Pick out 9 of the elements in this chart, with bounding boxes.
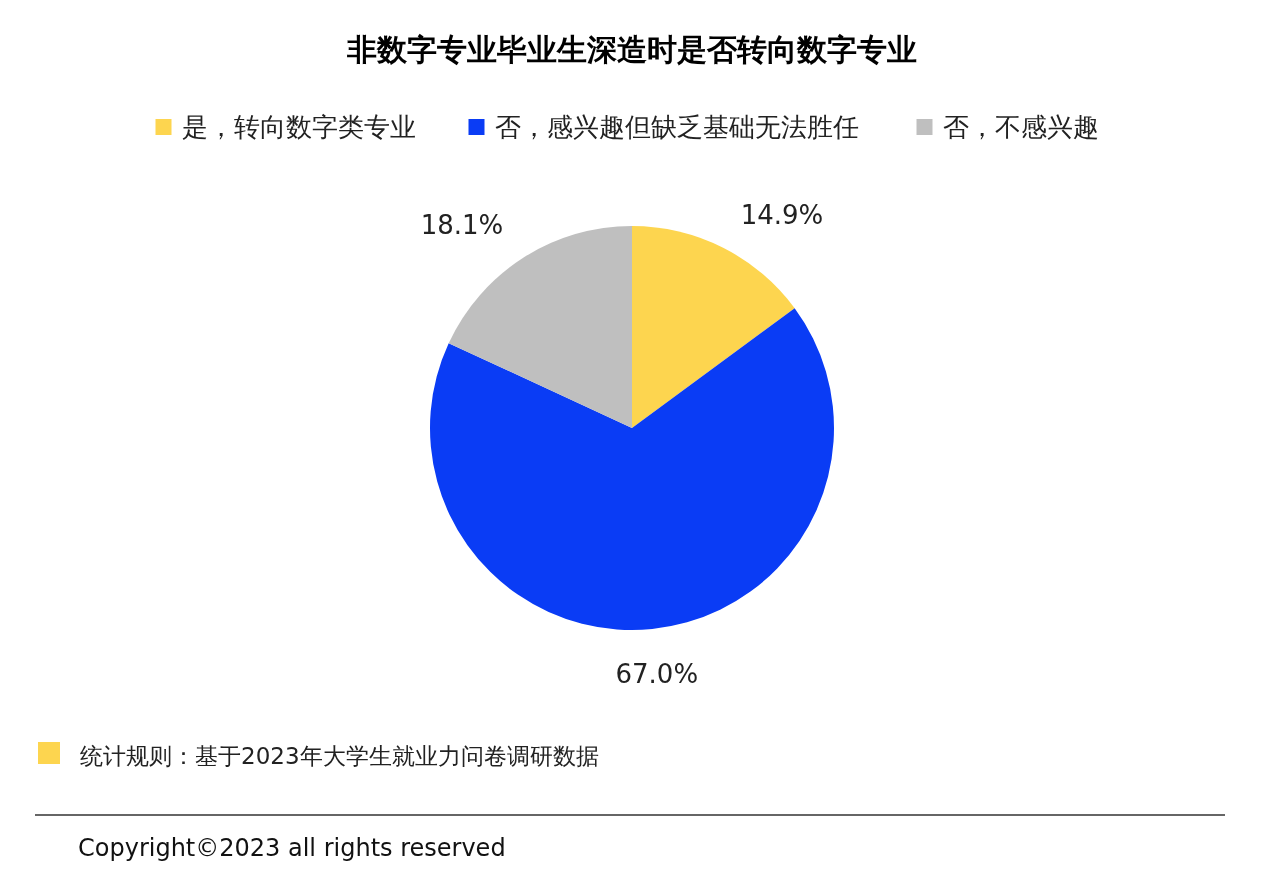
text: Copyright©2023 all rights reserved [78,834,506,862]
chart-title: 非数字专业毕业生深造时是否转向数字专业 [346,32,917,67]
text: 统计规则：基于2023年大学生就业力问卷调研数据 [80,743,599,769]
legend-label: 否，感兴趣但缺乏基础无法胜任 [494,112,859,142]
data-label: 14.9% [740,200,824,230]
data-label: 67.0% [615,658,699,689]
data-label: 18.1% [420,210,504,240]
legend-label: 是，转向数字类专业 [181,112,416,142]
legend-label: 否，不感兴趣 [942,112,1099,142]
